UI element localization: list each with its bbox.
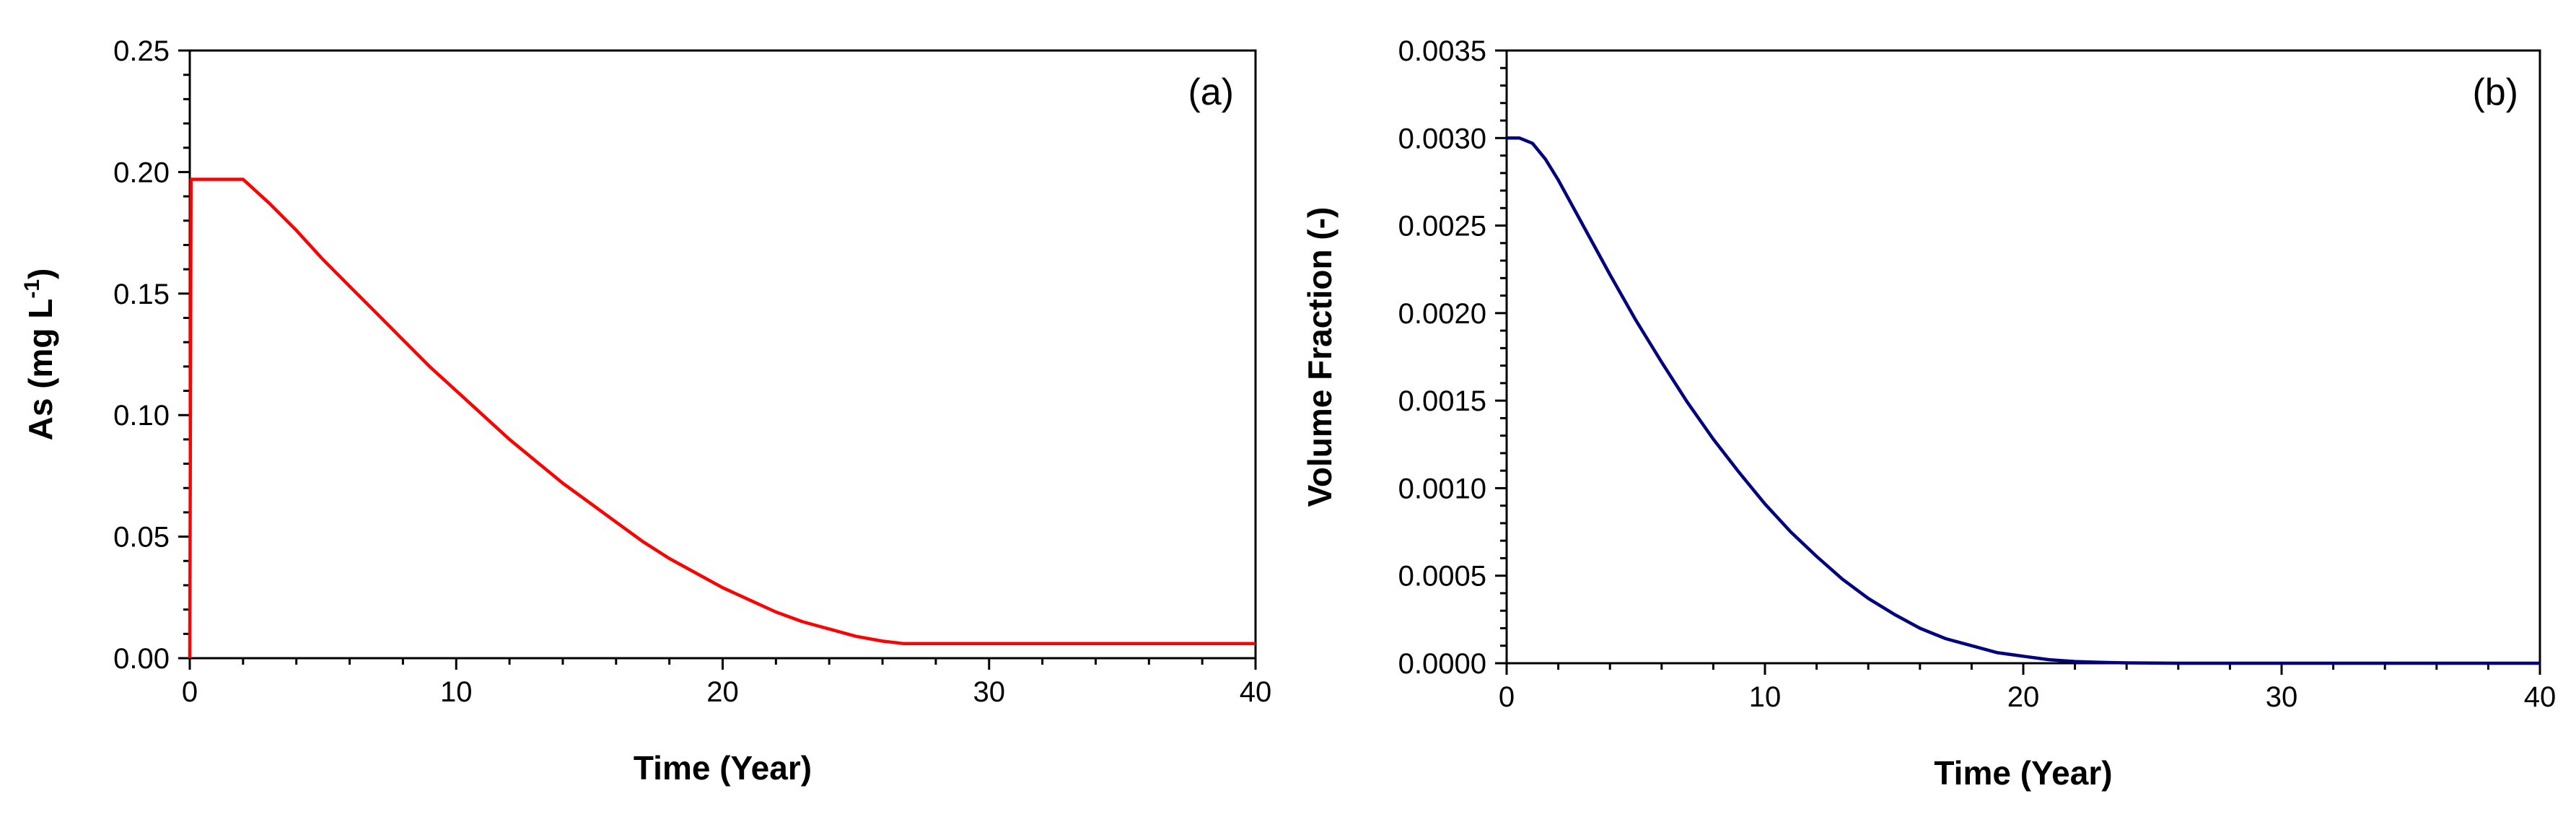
y-tick-label: 0.00 bbox=[113, 643, 170, 675]
y-tick-label: 0.10 bbox=[113, 400, 170, 432]
chart-panel-a: 0 10 20 30 40 0.00 0.05 0.10 0.15 0.20 0.25 Time (Y… bbox=[20, 35, 1271, 787]
y-tick-label: 0.25 bbox=[113, 35, 170, 67]
y-tick-label: 0.0000 bbox=[1398, 648, 1486, 680]
y-tick-label: 0.0010 bbox=[1398, 473, 1486, 504]
series-line bbox=[1507, 136, 2540, 665]
y-tick-label: 0.05 bbox=[113, 522, 170, 554]
y-tick-label: 0.0025 bbox=[1398, 211, 1486, 242]
series-line bbox=[188, 178, 1256, 659]
y-axis-title: As (mg L-1) bbox=[20, 268, 59, 441]
y-tick-label: 0.0005 bbox=[1398, 561, 1486, 593]
panel-label: (b) bbox=[2472, 71, 2518, 113]
x-tick-label: 10 bbox=[440, 676, 473, 708]
plot-frame bbox=[1505, 49, 2541, 665]
plot-frame bbox=[188, 49, 1257, 660]
chart-panel-b: 0 10 20 30 40 0.0000 0.0005 0.0010 0.0015 0.0020 0… bbox=[1301, 35, 2556, 792]
x-tick-label: 30 bbox=[973, 676, 1006, 708]
y-tick-label: 0.0015 bbox=[1398, 385, 1486, 417]
y-tick-label: 0.0020 bbox=[1398, 298, 1486, 330]
x-tick-label: 20 bbox=[2007, 681, 2040, 713]
y-axis-title: Volume Fraction (-) bbox=[1301, 207, 1339, 507]
x-tick-label: 20 bbox=[706, 676, 739, 708]
y-tick-label: 0.15 bbox=[113, 279, 170, 310]
y-tick-label: 0.0035 bbox=[1398, 35, 1486, 67]
x-tick-label: 0 bbox=[1499, 681, 1515, 713]
y-tick-label: 0.20 bbox=[113, 157, 170, 188]
x-tick-label: 30 bbox=[2266, 681, 2298, 713]
x-tick-label: 40 bbox=[1240, 676, 1272, 708]
x-tick-label: 10 bbox=[1749, 681, 1782, 713]
x-axis-title: Time (Year) bbox=[634, 749, 812, 787]
x-tick-label: 0 bbox=[182, 676, 198, 708]
x-tick-label: 40 bbox=[2524, 681, 2557, 713]
panel-label: (a) bbox=[1188, 71, 1234, 113]
x-axis-title: Time (Year) bbox=[1934, 754, 2112, 792]
y-tick-label: 0.0030 bbox=[1398, 123, 1486, 154]
